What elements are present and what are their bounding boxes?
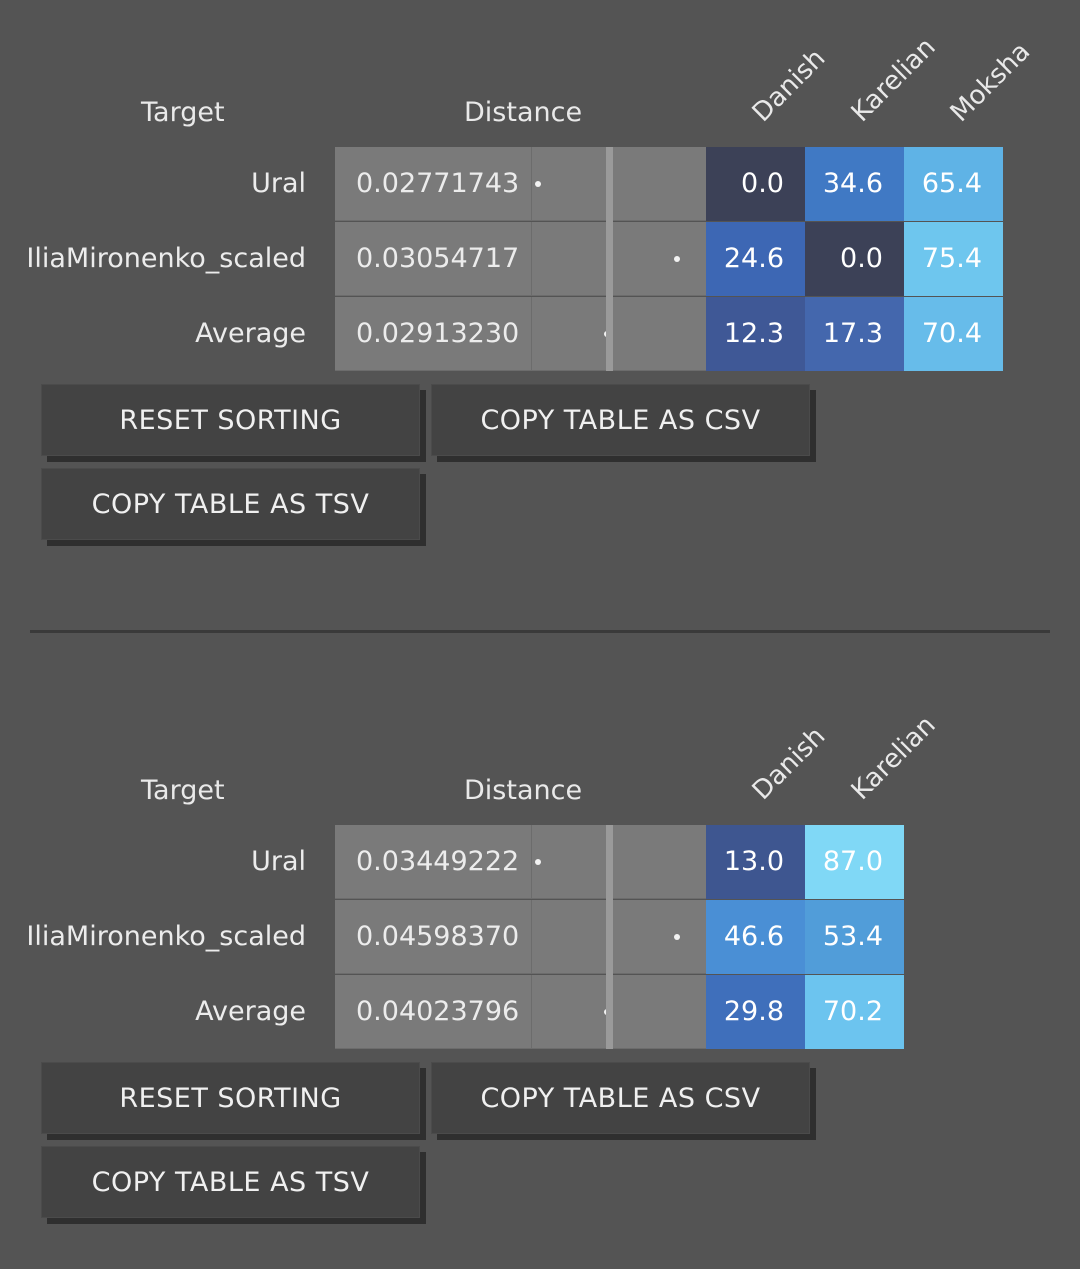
value-cell-karelian: 53.4 [805,900,904,974]
reset-sorting-button[interactable]: RESET SORTING [41,1062,420,1134]
distance-axis-line [606,147,613,371]
value-cell-danish: 12.3 [706,297,805,371]
value-cell-moksha: 70.4 [904,297,1003,371]
value-cell-danish: 29.8 [706,975,805,1049]
distance-bar-cell [531,825,706,899]
copy-tsv-button[interactable]: COPY TABLE AS TSV [41,1146,420,1218]
value-cell-karelian: 87.0 [805,825,904,899]
header-distance[interactable]: Distance [464,775,583,806]
distance-bar-cell [531,975,706,1049]
value-cell-danish: 46.6 [706,900,805,974]
header-karelian[interactable]: Karelian [845,710,942,806]
value-cell-karelian: 0.0 [805,222,904,296]
header-danish[interactable]: Danish [746,721,832,806]
header-moksha[interactable]: Moksha [944,36,1037,128]
distance-bar-cell [531,222,706,296]
row-label-ural: Ural [251,168,306,199]
distance-dot [674,256,680,262]
distance-cell: 0.03054717 [335,222,531,296]
section-divider [30,630,1050,633]
value-cell-danish: 13.0 [706,825,805,899]
row-label-average: Average [195,318,306,349]
results-section-2: Target Distance Danish Karelian Ural 0.0… [0,678,1080,1238]
distance-cell: 0.02771743 [335,147,531,221]
header-distance[interactable]: Distance [464,97,583,128]
reset-sorting-button[interactable]: RESET SORTING [41,384,420,456]
value-cell-moksha: 75.4 [904,222,1003,296]
copy-tsv-button[interactable]: COPY TABLE AS TSV [41,468,420,540]
header-danish[interactable]: Danish [746,43,832,128]
value-cell-karelian: 70.2 [805,975,904,1049]
row-label-iliamironenko: IliaMironenko_scaled [26,243,306,274]
distance-bar-cell [531,297,706,371]
distance-dot [674,934,680,940]
distance-cell: 0.02913230 [335,297,531,371]
value-cell-danish: 0.0 [706,147,805,221]
value-cell-moksha: 65.4 [904,147,1003,221]
distance-dot [535,181,541,187]
row-label-iliamironenko: IliaMironenko_scaled [26,921,306,952]
value-cell-karelian: 34.6 [805,147,904,221]
distance-cell: 0.04598370 [335,900,531,974]
results-section-1: Target Distance Danish Karelian Moksha U… [0,0,1080,560]
value-cell-karelian: 17.3 [805,297,904,371]
row-label-ural: Ural [251,846,306,877]
distance-dot [535,859,541,865]
value-cell-danish: 24.6 [706,222,805,296]
header-target[interactable]: Target [141,97,225,128]
distance-cell: 0.04023796 [335,975,531,1049]
distance-axis-line [606,825,613,1049]
distance-bar-cell [531,900,706,974]
copy-csv-button[interactable]: COPY TABLE AS CSV [431,384,810,456]
header-target[interactable]: Target [141,775,225,806]
header-karelian[interactable]: Karelian [845,32,942,129]
distance-bar-cell [531,147,706,221]
row-label-average: Average [195,996,306,1027]
distance-cell: 0.03449222 [335,825,531,899]
copy-csv-button[interactable]: COPY TABLE AS CSV [431,1062,810,1134]
